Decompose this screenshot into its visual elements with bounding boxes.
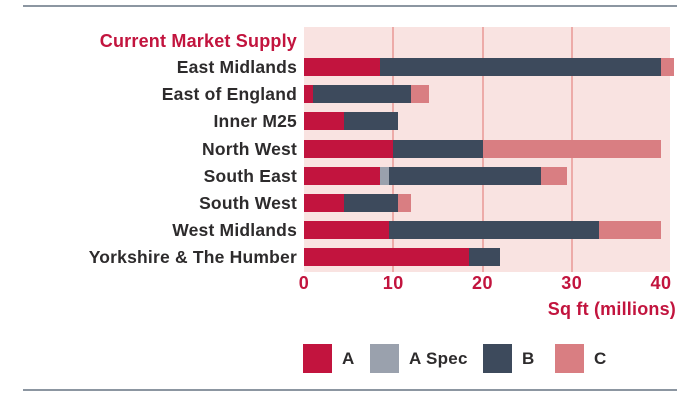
x-tick-label: 40	[650, 273, 672, 293]
x-axis-label: Sq ft (millions)	[547, 299, 676, 319]
bar-segment-b	[344, 194, 398, 212]
legend-swatch	[303, 344, 332, 373]
category-label: Inner M25	[213, 111, 297, 132]
bar-segment-c	[540, 166, 568, 185]
legend-swatch	[370, 344, 399, 373]
x-tick-label: 30	[561, 273, 583, 293]
x-tick-label: 0	[298, 273, 310, 293]
bar-row	[304, 85, 429, 104]
legend-label: A Spec	[409, 348, 468, 368]
legend-swatch	[483, 344, 512, 373]
bar-segment-c	[661, 58, 675, 76]
bar-row	[304, 139, 662, 158]
bar-segment-a	[304, 139, 394, 158]
bar-segment-a	[304, 58, 380, 76]
bar-segment-b	[388, 166, 541, 185]
legend-item-b: B	[483, 344, 535, 373]
bar-segment-a	[304, 221, 389, 240]
bar-segment-c	[598, 221, 662, 240]
legend-label: B	[522, 348, 535, 368]
top-divider	[23, 5, 677, 7]
bar-segment-b	[388, 221, 599, 240]
category-label: South West	[199, 193, 297, 213]
legend-label: A	[342, 348, 355, 368]
bar-segment-b	[393, 139, 483, 158]
legend-item-c: C	[555, 344, 607, 373]
legend-swatch	[555, 344, 584, 373]
bar-segment-a-spec	[379, 166, 389, 185]
bar-row	[304, 248, 501, 267]
bar-row	[304, 221, 662, 240]
bar-row	[304, 58, 675, 76]
category-label: Yorkshire & The Humber	[88, 247, 297, 268]
chart-title: Current Market Supply	[99, 31, 297, 51]
legend-label: C	[594, 348, 607, 368]
bar-row	[304, 194, 412, 212]
bar-row	[304, 112, 398, 131]
category-label: East of England	[161, 84, 297, 105]
bar-segment-a	[304, 85, 313, 104]
bar-segment-b	[344, 112, 398, 131]
legend-item-a: A	[303, 344, 355, 373]
bar-segment-b	[379, 58, 662, 76]
category-label: West Midlands	[172, 220, 297, 241]
bar-segment-a	[304, 112, 345, 131]
x-tick-label: 10	[382, 273, 404, 293]
legend-item-a-spec: A Spec	[370, 344, 468, 373]
bar-segment-b	[469, 248, 501, 267]
bar-row	[304, 166, 568, 185]
category-label: South East	[203, 165, 297, 186]
bar-segment-a	[304, 248, 470, 267]
category-label: East Midlands	[176, 57, 297, 77]
category-label: North West	[201, 138, 297, 159]
bar-segment-b	[312, 85, 412, 104]
bar-segment-c	[411, 85, 429, 104]
bottom-divider	[23, 389, 677, 391]
bar-segment-c	[482, 139, 662, 158]
bar-segment-a	[304, 166, 380, 185]
x-tick-label: 20	[472, 273, 494, 293]
bar-segment-a	[304, 194, 345, 212]
bar-segment-c	[397, 194, 412, 212]
